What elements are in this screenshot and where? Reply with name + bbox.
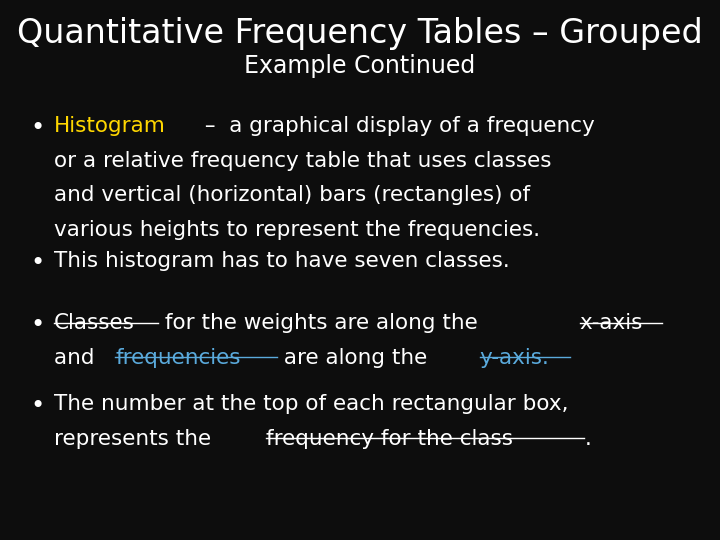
Text: •: • [30,251,45,275]
Text: various heights to represent the frequencies.: various heights to represent the frequen… [54,220,540,240]
Text: x-axis: x-axis [580,313,643,333]
Text: and vertical (horizontal) bars (rectangles) of: and vertical (horizontal) bars (rectangl… [54,185,530,205]
Text: frequencies: frequencies [115,348,240,368]
Text: Histogram: Histogram [54,116,166,136]
Text: y-axis.: y-axis. [480,348,549,368]
Text: •: • [30,116,45,140]
Text: –  a graphical display of a frequency: – a graphical display of a frequency [198,116,595,136]
Text: and: and [54,348,102,368]
Text: or a relative frequency table that uses classes: or a relative frequency table that uses … [54,151,552,171]
Text: are along the: are along the [277,348,434,368]
Text: represents the: represents the [54,429,218,449]
Text: Classes: Classes [54,313,135,333]
Text: .: . [585,429,591,449]
Text: •: • [30,394,45,418]
Text: frequency for the class: frequency for the class [266,429,513,449]
Text: This histogram has to have seven classes.: This histogram has to have seven classes… [54,251,510,271]
Text: for the weights are along the: for the weights are along the [158,313,485,333]
Text: Quantitative Frequency Tables – Grouped: Quantitative Frequency Tables – Grouped [17,17,703,50]
Text: The number at the top of each rectangular box,: The number at the top of each rectangula… [54,394,569,414]
Text: •: • [30,313,45,337]
Text: Example Continued: Example Continued [244,54,476,78]
